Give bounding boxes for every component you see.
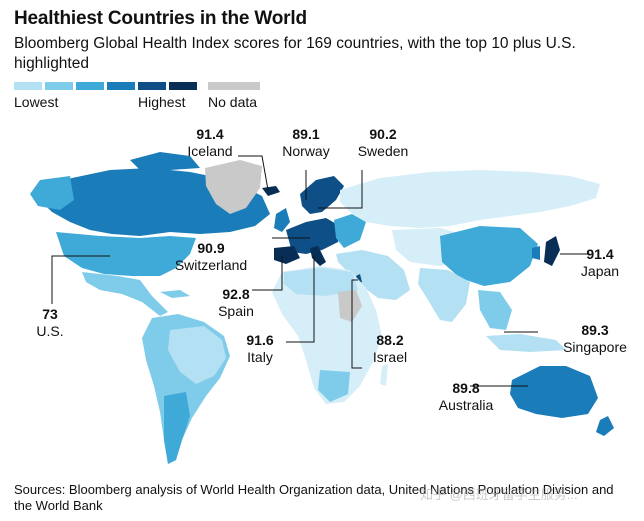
singapore-score: 89.3 — [581, 322, 609, 338]
japan-label: Japan — [580, 263, 620, 279]
legend-scale — [14, 82, 197, 90]
australia-label: Australia — [438, 397, 494, 413]
callout-us: 73 U.S. — [30, 306, 70, 340]
africa-no-data-region — [338, 290, 362, 322]
callout-norway: 89.1 Norway — [274, 126, 338, 160]
spain-label: Spain — [218, 303, 254, 319]
brazil-region — [168, 326, 226, 384]
spain-leader — [252, 256, 283, 291]
eastern-europe-region — [334, 214, 366, 248]
us-label: U.S. — [36, 323, 64, 339]
southern-africa-region — [318, 370, 350, 402]
legend-swatch-4 — [107, 82, 135, 90]
china-region — [440, 226, 538, 286]
legend-nodata-label: No data — [208, 94, 258, 110]
chart-title: Healthiest Countries in the World — [14, 8, 307, 29]
sweden-score: 90.2 — [369, 126, 397, 142]
legend-swatch-3 — [76, 82, 104, 90]
caribbean-islands — [160, 290, 190, 298]
sweden-leader — [318, 170, 363, 209]
legend-swatch-1 — [14, 82, 42, 90]
source-note: Sources: Bloomberg analysis of World Hea… — [14, 482, 614, 513]
legend-lowest-label: Lowest — [14, 94, 59, 110]
iceland-region — [262, 186, 280, 196]
callout-australia: 89.8 Australia — [432, 380, 500, 414]
callout-spain: 92.8 Spain — [210, 286, 262, 320]
uk-region — [274, 208, 290, 232]
mexico-region — [82, 272, 168, 316]
sweden-label: Sweden — [357, 143, 409, 159]
italy-score: 91.6 — [246, 332, 274, 348]
callout-switzerland: 90.9 Switzerland — [168, 240, 254, 274]
callout-sweden: 90.2 Sweden — [350, 126, 416, 160]
callout-italy: 91.6 Italy — [236, 332, 284, 366]
new-zealand-region — [596, 416, 614, 436]
korea-region — [532, 246, 540, 260]
spain-score: 92.8 — [222, 286, 250, 302]
iceland-score: 91.4 — [196, 126, 224, 142]
callout-japan: 91.4 Japan — [574, 246, 626, 280]
norway-score: 89.1 — [292, 126, 320, 142]
israel-leader — [351, 279, 362, 369]
legend-swatch-5 — [138, 82, 166, 90]
switzerland-label: Switzerland — [174, 257, 248, 273]
callout-iceland: 91.4 Iceland — [180, 126, 240, 160]
legend-nodata-swatch — [208, 82, 260, 90]
usa-region — [56, 232, 196, 276]
spain-region — [274, 246, 300, 264]
australia-score: 89.8 — [452, 380, 480, 396]
north-africa-region — [284, 268, 358, 296]
norway-label: Norway — [282, 143, 330, 159]
southeast-asia-region — [478, 290, 512, 330]
japan-score: 91.4 — [586, 246, 614, 262]
italy-region — [310, 246, 326, 266]
western-europe-region — [286, 218, 340, 254]
middle-east-region — [336, 250, 410, 300]
us-leader — [51, 255, 110, 304]
madagascar-region — [380, 364, 388, 386]
callout-singapore: 89.3 Singapore — [556, 322, 634, 356]
alaska-region — [30, 176, 74, 210]
legend-swatch-6 — [169, 82, 197, 90]
singapore-label: Singapore — [563, 339, 627, 355]
israel-label: Israel — [372, 349, 408, 365]
legend: Lowest Highest No data — [14, 82, 260, 110]
russia-region — [340, 170, 600, 228]
scandinavia-region — [300, 176, 344, 214]
legend-swatch-2 — [45, 82, 73, 90]
australia-region — [510, 366, 598, 418]
legend-highest-label: Highest — [138, 94, 186, 110]
switzerland-score: 90.9 — [197, 240, 225, 256]
iceland-leader — [238, 155, 269, 191]
indonesia-region — [486, 334, 566, 352]
watermark: 知乎 @西班牙留学生服务... — [420, 487, 578, 502]
us-score: 73 — [42, 306, 58, 322]
italy-label: Italy — [247, 349, 273, 365]
leader-lines — [51, 155, 590, 387]
callout-israel: 88.2 Israel — [364, 332, 416, 366]
chile-argentina-region — [164, 392, 190, 464]
chart-subtitle: Bloomberg Global Health Index scores for… — [14, 35, 576, 72]
iceland-label: Iceland — [187, 143, 233, 159]
japan-region — [544, 236, 560, 266]
south-asia-region — [418, 268, 470, 322]
arctic-islands — [130, 152, 200, 170]
greenland-region — [205, 160, 262, 214]
israel-score: 88.2 — [376, 332, 404, 348]
italy-leader — [286, 256, 315, 343]
